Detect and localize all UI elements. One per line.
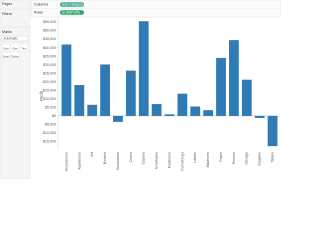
bar xyxy=(216,57,226,116)
y-tick-label: $35,000 xyxy=(43,54,56,58)
side-panel xyxy=(0,0,31,179)
x-tick-label: Appliances xyxy=(77,152,81,170)
marks-button[interactable] xyxy=(1,51,11,60)
y-tick-label: $15,000 xyxy=(43,88,56,92)
x-tick-label: Chairs xyxy=(129,152,133,163)
bar xyxy=(138,21,149,116)
x-tick-label: Storage xyxy=(245,152,249,165)
page: Pages Filters Marks Automatic Color Size T… xyxy=(0,0,281,179)
x-tick-label: Copiers xyxy=(142,152,146,165)
y-tick-label: $30,000 xyxy=(43,63,56,67)
plot: -$15,000 -$10,000 -$5,000 $0 $5,000 $10,000 $1… xyxy=(42,20,279,171)
marks-button-label: Detail xyxy=(3,55,10,59)
marks-button-label: Color xyxy=(3,47,9,51)
columns-pill-label: Sub-Category xyxy=(62,2,83,6)
y-tick-label: $20,000 xyxy=(43,80,56,84)
x-tick-label: Paper xyxy=(219,151,223,161)
rows-pill-label: SUM(Profit) xyxy=(62,10,80,14)
bar xyxy=(151,104,162,116)
marks-type-dropdown[interactable] xyxy=(1,35,29,42)
bar xyxy=(74,85,85,116)
x-tick-label: Phones xyxy=(232,152,236,164)
y-tick-label: $10,000 xyxy=(43,97,56,101)
marks-card-title: Marks xyxy=(2,30,12,34)
marks-button[interactable] xyxy=(1,43,11,52)
x-tick-label: Machines xyxy=(206,152,210,168)
marks-button[interactable] xyxy=(19,43,29,52)
y-tick-label: -$15,000 xyxy=(42,139,56,143)
y-tick-label: -$10,000 xyxy=(42,131,56,135)
bar xyxy=(164,114,175,116)
bar xyxy=(177,93,188,116)
marks-button-label: Text xyxy=(22,47,27,51)
bar xyxy=(125,70,136,116)
y-axis-title: Profit xyxy=(39,90,44,101)
rows-shelf-label: Rows xyxy=(34,10,43,14)
bar xyxy=(203,110,214,116)
y-tick-label: $50,000 xyxy=(43,29,56,33)
pages-card-title: Pages xyxy=(2,2,12,6)
y-tick-label: $5,000 xyxy=(45,105,56,109)
y-tick-label: $45,000 xyxy=(43,37,56,41)
x-tick-label: Labels xyxy=(193,152,197,163)
x-tick-label: Furnishings xyxy=(180,152,184,171)
y-tick-label: -$5,000 xyxy=(44,122,56,126)
marks-button[interactable] xyxy=(10,51,20,60)
columns-shelf-label: Columns xyxy=(34,2,48,6)
bar xyxy=(229,40,239,116)
x-tick-label: Tables xyxy=(271,152,275,163)
filters-card-title: Filters xyxy=(2,12,12,16)
bar xyxy=(190,106,201,116)
y-tick-label: $25,000 xyxy=(43,71,56,75)
rows-pill[interactable] xyxy=(60,10,84,15)
y-tick-label: $0 xyxy=(52,114,56,118)
marks-buttons: Color Size Text Detail Tooltip xyxy=(1,43,29,60)
marks-button-label: Size xyxy=(12,47,18,51)
bar xyxy=(87,104,98,116)
marks-type-label: Automatic xyxy=(4,36,19,40)
x-tick-label: Envelopes xyxy=(155,152,159,169)
x-tick-label: Fasteners xyxy=(167,152,171,168)
y-tick-label: $40,000 xyxy=(43,46,56,50)
bar xyxy=(113,115,123,122)
x-tick-label: Accessories xyxy=(64,152,68,172)
x-tick-label: Bookcases xyxy=(116,152,120,170)
x-tick-label: Binders xyxy=(103,152,107,164)
bar xyxy=(100,64,110,116)
y-tick-label: $55,000 xyxy=(43,20,56,24)
bar xyxy=(241,79,252,116)
tableau-window: Pages Filters Marks Automatic Color Size T… xyxy=(0,0,281,179)
marks-button[interactable] xyxy=(10,43,20,52)
x-tick-label: Supplies xyxy=(258,152,262,166)
marks-button-label: Tooltip xyxy=(11,55,19,59)
bar xyxy=(254,115,265,118)
bar xyxy=(61,44,72,116)
x-tick-label: Art xyxy=(90,152,94,157)
columns-pill[interactable] xyxy=(60,2,84,7)
bar xyxy=(267,115,278,147)
